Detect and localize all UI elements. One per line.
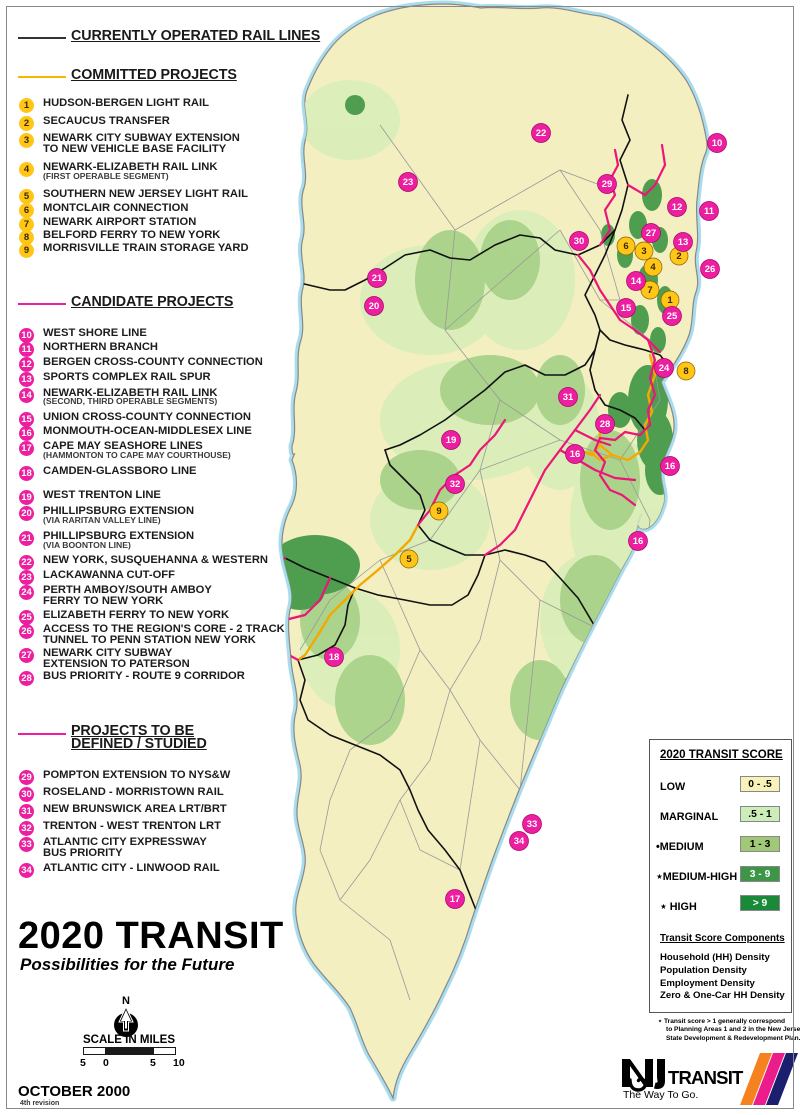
svg-text:17: 17 — [450, 894, 461, 905]
svg-text:13: 13 — [678, 237, 689, 248]
svg-text:28: 28 — [600, 419, 611, 430]
svg-text:22: 22 — [536, 128, 547, 139]
svg-text:5: 5 — [406, 554, 412, 565]
svg-text:26: 26 — [705, 264, 716, 275]
svg-text:TRANSIT: TRANSIT — [668, 1067, 744, 1088]
svg-text:9: 9 — [436, 506, 441, 517]
svg-text:25: 25 — [667, 311, 678, 322]
svg-text:32: 32 — [450, 479, 461, 490]
svg-text:10: 10 — [712, 138, 723, 149]
svg-text:4: 4 — [650, 262, 656, 273]
svg-text:7: 7 — [647, 285, 652, 296]
svg-text:21: 21 — [372, 273, 383, 284]
svg-text:16: 16 — [633, 536, 644, 547]
svg-text:2: 2 — [676, 251, 681, 262]
svg-text:29: 29 — [602, 179, 613, 190]
svg-text:8: 8 — [683, 366, 688, 377]
svg-text:14: 14 — [631, 276, 642, 287]
svg-text:The Way To Go.: The Way To Go. — [623, 1089, 698, 1101]
svg-text:15: 15 — [621, 303, 632, 314]
svg-text:19: 19 — [446, 435, 457, 446]
svg-text:11: 11 — [704, 206, 715, 217]
svg-text:16: 16 — [665, 461, 676, 472]
svg-text:27: 27 — [646, 228, 657, 239]
svg-text:18: 18 — [329, 652, 340, 663]
svg-text:34: 34 — [514, 836, 525, 847]
svg-text:23: 23 — [403, 177, 414, 188]
svg-text:33: 33 — [527, 819, 538, 830]
svg-text:6: 6 — [623, 241, 628, 252]
svg-text:12: 12 — [672, 202, 683, 213]
svg-text:1: 1 — [667, 295, 673, 306]
svg-text:24: 24 — [659, 363, 670, 374]
svg-text:31: 31 — [563, 392, 574, 403]
svg-text:16: 16 — [570, 449, 581, 460]
svg-text:3: 3 — [641, 246, 646, 257]
svg-text:30: 30 — [574, 236, 585, 247]
svg-text:20: 20 — [369, 301, 380, 312]
